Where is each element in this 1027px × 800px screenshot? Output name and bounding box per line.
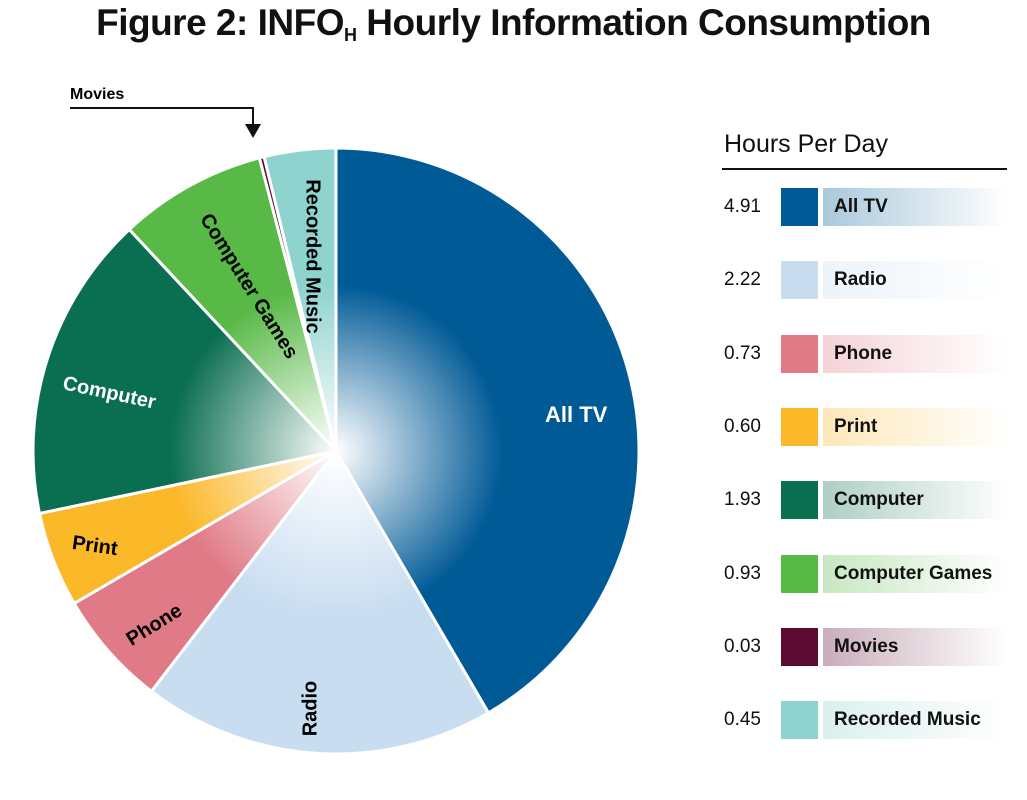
slice-label-radio: Radio — [299, 680, 322, 737]
legend-title: Hours Per Day — [724, 130, 888, 158]
legend-label: Movies — [834, 635, 899, 657]
legend-item: 1.93 Computer — [724, 481, 1014, 520]
pie-slice-radio — [149, 448, 491, 756]
legend-value: 0.45 — [724, 709, 761, 731]
legend-label: Computer Games — [834, 562, 993, 584]
legend-value: 0.93 — [724, 562, 761, 584]
legend-value: 0.03 — [724, 635, 761, 657]
legend-bar — [823, 481, 1008, 520]
legend-bar — [823, 188, 1008, 226]
legend-value: 0.60 — [724, 415, 761, 437]
pie-slice-computer — [31, 227, 339, 516]
legend-bar — [823, 407, 1008, 446]
legend-item: 0.73 Phone — [724, 334, 1014, 373]
legend-swatch — [781, 627, 818, 666]
legend-label: Computer — [834, 489, 924, 511]
pie-slice-recorded-music — [262, 146, 338, 452]
legend-swatch — [781, 701, 818, 740]
legend-item: 0.60 Print — [724, 407, 1014, 446]
movies-callout-arrow — [245, 124, 261, 138]
legend-value: 0.73 — [724, 342, 761, 364]
legend-item: 2.22 Radio — [724, 261, 1014, 300]
legend-bar — [823, 554, 1008, 593]
legend-item: 4.91 All TV — [724, 188, 1014, 226]
legend-value: 4.91 — [724, 196, 761, 217]
legend-swatch — [781, 554, 818, 593]
legend-swatch — [781, 188, 818, 226]
pie-slice-all-tv — [334, 146, 641, 715]
legend-value: 1.93 — [724, 489, 761, 511]
legend-item: 0.03 Movies — [724, 627, 1014, 666]
slice-label-all-tv: All TV — [545, 402, 608, 427]
legend-item: 0.93 Computer Games — [724, 554, 1014, 593]
chart-title: Figure 2: INFOH Hourly Information Consu… — [96, 2, 931, 45]
movies-callout-line — [70, 107, 254, 130]
legend-label: Recorded Music — [834, 709, 981, 731]
legend-bar — [823, 334, 1008, 373]
slice-label-movies: Movies — [70, 86, 125, 103]
pie-slice-computer-games — [127, 156, 338, 453]
slice-label-recorded-music: Recorded Music — [301, 179, 324, 334]
legend-item: 0.45 Recorded Music — [724, 701, 1014, 740]
legend-rule — [722, 168, 1007, 170]
legend-bar — [823, 701, 1008, 740]
legend-swatch — [781, 334, 818, 373]
pie-slice-phone — [72, 449, 338, 694]
legend-label: All TV — [834, 196, 888, 217]
legend-bar — [823, 627, 1008, 666]
legend-label: Radio — [834, 269, 887, 291]
legend-label: Phone — [834, 342, 893, 364]
legend-value: 2.22 — [724, 269, 761, 291]
legend-label: Print — [834, 415, 878, 437]
legend-bar — [823, 261, 1008, 300]
legend-swatch — [781, 481, 818, 520]
legend-swatch — [781, 261, 818, 300]
legend-swatch — [781, 407, 818, 446]
